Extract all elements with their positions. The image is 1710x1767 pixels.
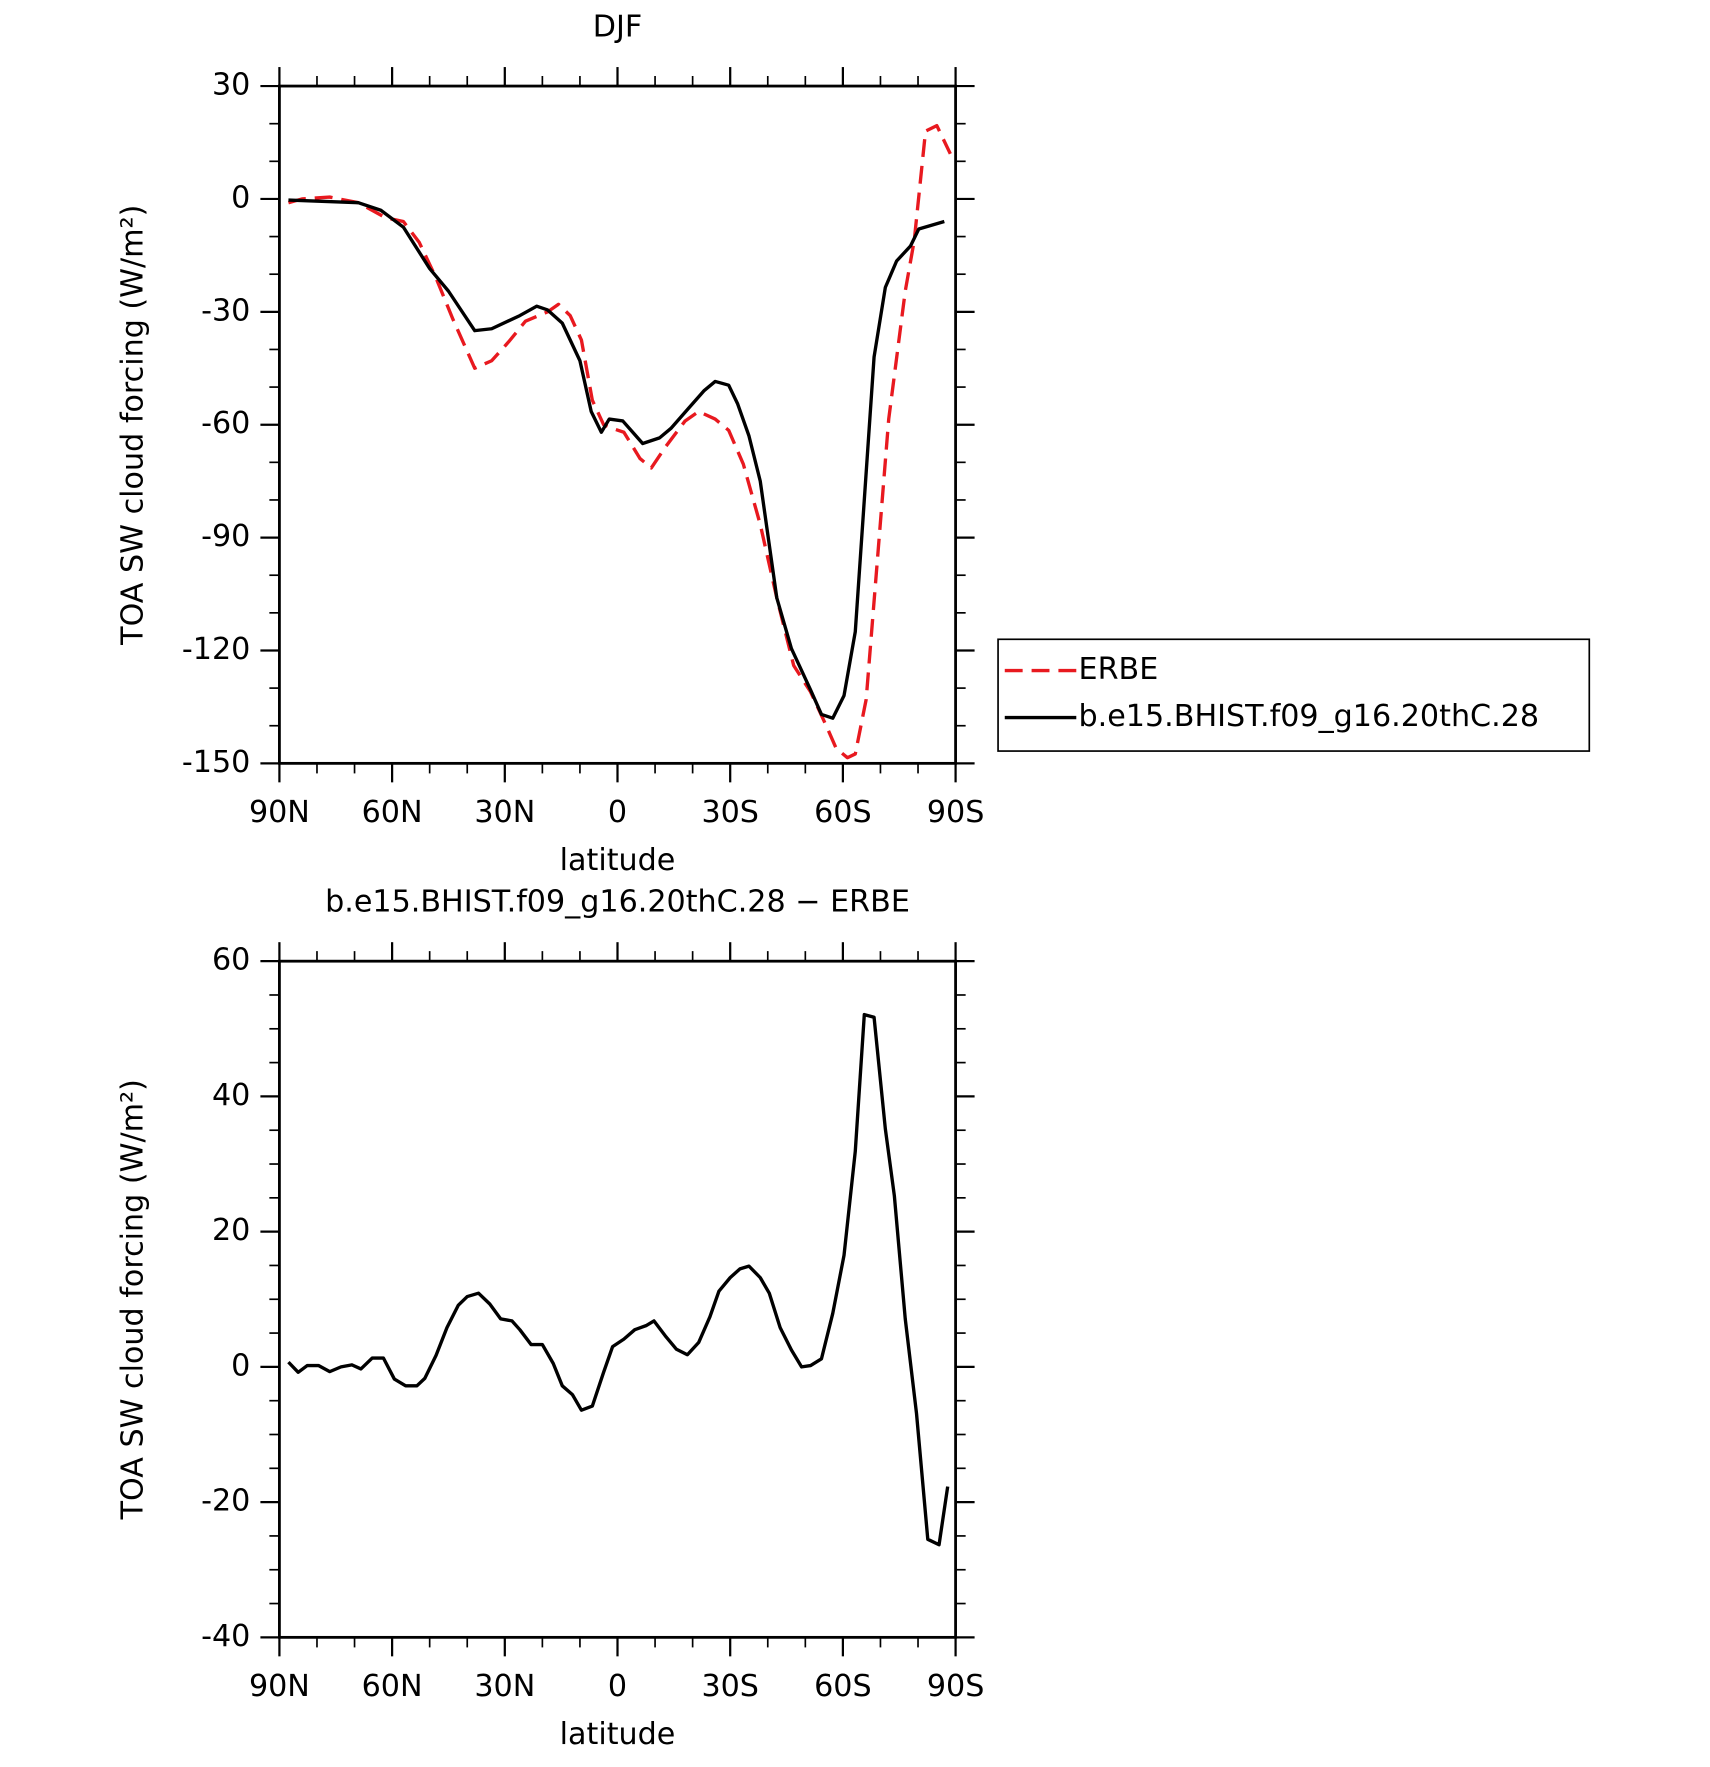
x-tick-label: 60N — [362, 1669, 423, 1704]
legend-label: ERBE — [1079, 652, 1159, 687]
x-tick-label: 90N — [249, 795, 310, 830]
series-line — [288, 198, 945, 720]
plot-frame — [278, 84, 957, 765]
y-tick-label: -60 — [201, 406, 250, 441]
x-axis-label: latitude — [560, 1717, 676, 1752]
x-tick-label: 0 — [608, 1669, 627, 1704]
plot-frame — [278, 959, 957, 1639]
y-tick-label: 30 — [212, 68, 250, 103]
x-tick-label: 30N — [474, 1669, 535, 1704]
legend-label: b.e15.BHIST.f09_g16.20thC.28 — [1079, 699, 1540, 734]
y-tick-label: -90 — [201, 519, 250, 554]
y-tick-label: 0 — [231, 1348, 250, 1383]
x-tick-label: 30S — [701, 1669, 759, 1704]
chart-title: b.e15.BHIST.f09_g16.20thC.28 − ERBE — [325, 885, 910, 920]
y-tick-label: -40 — [201, 1619, 250, 1654]
legend-box — [997, 638, 1591, 752]
x-tick-label: 60N — [362, 795, 423, 830]
y-tick-label: 0 — [231, 180, 250, 215]
x-tick-label: 90N — [249, 1669, 310, 1704]
x-tick-label: 0 — [608, 795, 627, 830]
x-tick-label: 60S — [814, 1669, 872, 1704]
y-axis-label: TOA SW cloud forcing (W/m²) — [116, 1079, 151, 1520]
y-axis-label: TOA SW cloud forcing (W/m²) — [116, 205, 151, 646]
x-tick-label: 30N — [474, 795, 535, 830]
x-tick-label: 60S — [814, 795, 872, 830]
series-line — [287, 1012, 950, 1547]
y-tick-label: -20 — [201, 1484, 250, 1519]
y-tick-label: 40 — [212, 1078, 250, 1113]
x-tick-label: 90S — [927, 1669, 985, 1704]
y-tick-label: -120 — [182, 632, 250, 667]
chart-title: DJF — [593, 9, 642, 44]
x-axis-label: latitude — [560, 843, 676, 878]
y-tick-label: -150 — [182, 745, 250, 780]
x-tick-label: 30S — [701, 795, 759, 830]
x-tick-label: 90S — [927, 795, 985, 830]
y-tick-label: -30 — [201, 293, 250, 328]
y-tick-label: 60 — [212, 943, 250, 978]
series-line — [287, 123, 952, 760]
y-tick-label: 20 — [212, 1213, 250, 1248]
